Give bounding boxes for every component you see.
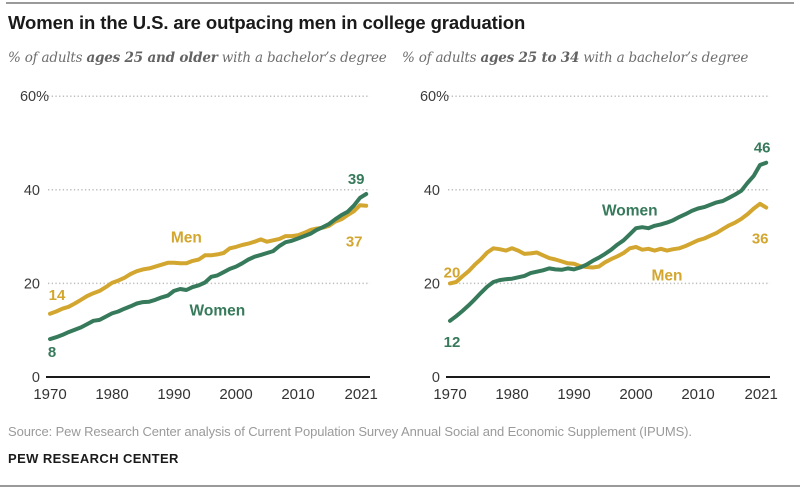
- x-tick-label-2000: 2000: [619, 386, 652, 403]
- start-value-label-women: 12: [444, 334, 461, 351]
- x-tick-label-2010: 2010: [281, 386, 314, 403]
- y-tick-label-0: 0: [432, 370, 440, 386]
- x-tick-label-1990: 1990: [557, 386, 590, 403]
- left-subtitle-age-group: ages 25 and older: [86, 50, 218, 66]
- start-value-label-men: 14: [49, 287, 66, 304]
- y-tick-label-40: 40: [424, 183, 440, 199]
- x-tick-label-1980: 1980: [495, 386, 528, 403]
- series-name-label-men: Men: [652, 268, 683, 285]
- start-value-label-men: 20: [444, 264, 461, 281]
- start-value-label-women: 8: [48, 344, 56, 361]
- y-tick-label-60: 60%: [420, 89, 449, 105]
- y-tick-label-20: 20: [424, 276, 440, 292]
- end-value-label-men: 36: [752, 231, 769, 248]
- right-subtitle-age-group: ages 25 to 34: [480, 50, 580, 66]
- line-series-men: [448, 201, 769, 286]
- x-tick-label-1990: 1990: [157, 386, 190, 403]
- line-series-men: [48, 203, 369, 316]
- x-tick-label-1970: 1970: [33, 386, 66, 403]
- left-subtitle-prefix: % of adults: [8, 50, 87, 66]
- y-tick-label-20: 20: [24, 276, 40, 292]
- x-tick-label-2021: 2021: [345, 386, 378, 403]
- end-value-label-women: 39: [348, 171, 365, 188]
- y-tick-label-60: 60%: [20, 89, 49, 105]
- x-tick-label-1980: 1980: [95, 386, 128, 403]
- y-tick-label-0: 0: [32, 370, 40, 386]
- bottom-divider: [0, 485, 800, 487]
- line-series-women: [48, 192, 369, 342]
- brand-label: PEW RESEARCH CENTER: [8, 451, 179, 466]
- series-name-label-women: Women: [602, 203, 658, 220]
- chart-title: Women in the U.S. are outpacing men in c…: [8, 12, 526, 33]
- y-tick-label-40: 40: [24, 183, 40, 199]
- left-chart-subtitle: % of adults ages 25 and older with a bac…: [8, 50, 400, 66]
- right-subtitle-suffix: with a bachelor’s degree: [579, 50, 749, 66]
- line-series-women: [448, 160, 769, 323]
- x-tick-label-1970: 1970: [433, 386, 466, 403]
- right-chart-subtitle: % of adults ages 25 to 34 with a bachelo…: [402, 50, 794, 66]
- right-subtitle-prefix: % of adults: [402, 50, 481, 66]
- series-name-label-men: Men: [171, 230, 202, 247]
- x-tick-label-2010: 2010: [681, 386, 714, 403]
- series-name-label-women: Women: [190, 303, 246, 320]
- top-divider: [6, 2, 794, 4]
- x-tick-label-2000: 2000: [219, 386, 252, 403]
- x-tick-label-2021: 2021: [745, 386, 778, 403]
- left-subtitle-suffix: with a bachelor’s degree: [217, 50, 387, 66]
- end-value-label-men: 37: [346, 234, 363, 251]
- source-note: Source: Pew Research Center analysis of …: [8, 424, 692, 439]
- end-value-label-women: 46: [754, 140, 771, 157]
